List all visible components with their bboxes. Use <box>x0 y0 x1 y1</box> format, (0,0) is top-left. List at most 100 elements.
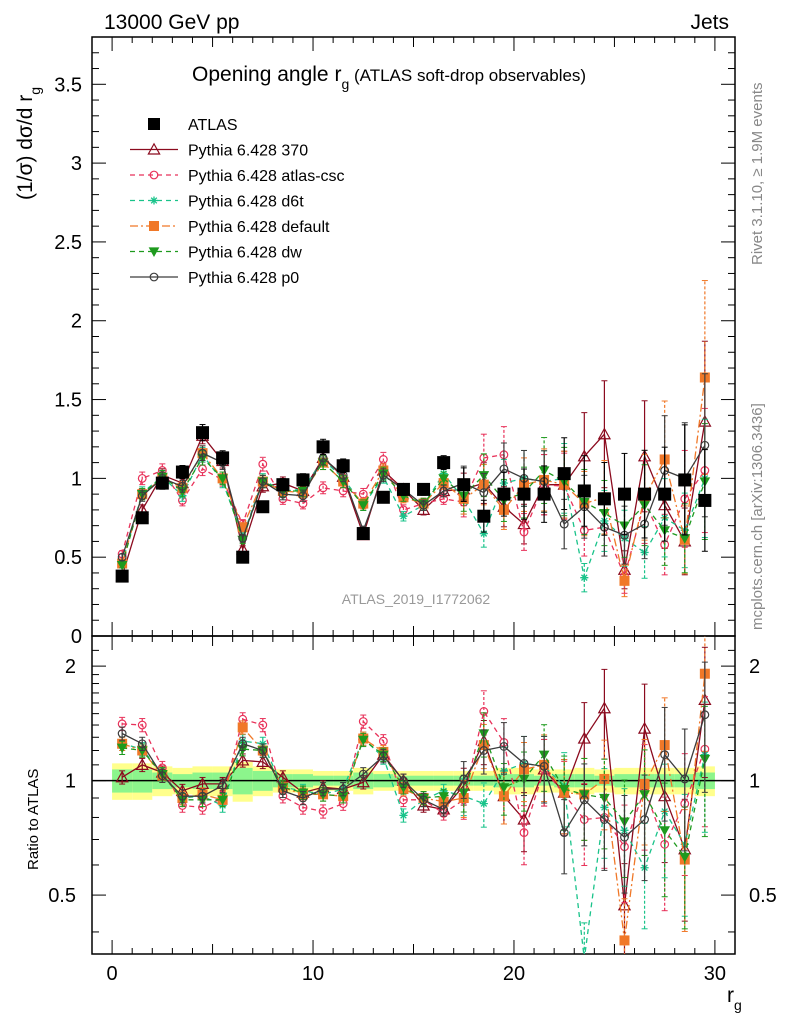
ratio-tick-label-left: 1 <box>65 771 76 793</box>
data-point <box>137 720 147 730</box>
data-point <box>437 456 451 470</box>
y-axis-label-top-sub: g <box>27 87 43 95</box>
plot-title-rest: (ATLAS soft-drop observables) <box>349 66 586 85</box>
y-tick-label: 3 <box>71 153 82 175</box>
data-point <box>396 482 410 496</box>
data-point <box>216 451 230 465</box>
x-tick-label: 10 <box>302 963 324 985</box>
data-point <box>217 795 228 806</box>
data-point <box>559 519 569 529</box>
data-point <box>115 770 129 783</box>
ratio-tick-label-right: 1 <box>749 771 760 793</box>
data-point <box>477 509 491 523</box>
data-point <box>237 722 248 733</box>
data-point <box>679 852 691 863</box>
data-point <box>580 955 588 963</box>
data-point <box>619 935 630 946</box>
ratio-series <box>115 636 712 963</box>
data-point <box>519 527 529 537</box>
data-point <box>258 459 268 469</box>
data-point <box>698 493 712 507</box>
data-point <box>157 771 167 781</box>
data-point <box>357 735 369 746</box>
data-point <box>577 484 591 498</box>
ratio-series-pythia-6-428-dw <box>116 705 711 930</box>
data-point <box>217 474 228 484</box>
data-point <box>659 826 671 836</box>
ratio-series-pythia-6-428-p0 <box>117 661 710 894</box>
legend-label: Pythia 6.428 370 <box>188 143 308 160</box>
data-point <box>238 533 248 543</box>
legend-label: Pythia 6.428 atlas-csc <box>188 168 345 185</box>
data-point <box>678 473 692 487</box>
data-point <box>658 487 672 501</box>
data-point <box>135 757 149 770</box>
data-point <box>680 774 690 784</box>
series-line <box>121 456 706 566</box>
x-axis-label-sub: g <box>734 997 742 1013</box>
data-point <box>116 743 128 754</box>
legend-marker <box>149 272 159 282</box>
top-series <box>115 280 712 598</box>
plot-title: Opening angle rg (ATLAS soft-drop observ… <box>192 63 586 92</box>
data-point <box>258 720 268 730</box>
legend-marker <box>148 118 160 130</box>
data-point <box>620 832 629 842</box>
data-point <box>378 751 388 761</box>
ratio-tick-label-right: 0.5 <box>749 885 777 907</box>
data-point <box>316 440 330 454</box>
data-point <box>399 776 408 786</box>
data-point <box>577 731 591 744</box>
data-point <box>457 478 471 492</box>
data-point <box>597 701 612 714</box>
mcplots-label: mcplots.cern.ch [arXiv:1306.3436] <box>749 403 766 630</box>
ratio-tick-label-left: 0.5 <box>48 885 76 907</box>
data-point <box>557 467 571 481</box>
data-point <box>238 739 248 749</box>
ratio-series-pythia-6-428-d6t <box>118 701 709 963</box>
data-point <box>519 758 529 768</box>
data-point <box>479 746 489 755</box>
x-tick-label: 20 <box>503 963 525 985</box>
data-point <box>439 804 449 814</box>
legend-marker <box>147 142 161 155</box>
data-point <box>479 488 489 497</box>
y-tick-label: 1 <box>71 468 82 490</box>
data-point <box>619 575 630 586</box>
x-axis-label-main: r <box>727 984 734 1007</box>
y-tick-label: 0 <box>71 626 82 648</box>
data-point <box>438 474 449 484</box>
data-point <box>399 512 408 521</box>
data-point <box>497 487 511 501</box>
ratio-tick-label-left: 2 <box>65 656 76 678</box>
series-pythia-6-428-370 <box>115 340 712 590</box>
data-point <box>438 792 449 802</box>
legend-label: Pythia 6.428 d6t <box>188 194 304 211</box>
y-axis-label-ratio: Ratio to ATLAS <box>25 769 42 870</box>
legend-marker <box>149 221 159 231</box>
header-right: Jets <box>690 11 729 34</box>
data-point <box>258 746 268 755</box>
data-point <box>700 440 710 450</box>
analysis-label: ATLAS_2019_I1772062 <box>342 591 491 607</box>
data-point <box>378 470 388 480</box>
data-point <box>637 721 652 734</box>
data-point <box>579 795 589 805</box>
legend-marker <box>149 170 159 180</box>
data-point <box>218 781 228 791</box>
x-tick-label: 30 <box>704 963 726 985</box>
data-point <box>580 573 589 582</box>
data-point <box>177 791 187 801</box>
data-point <box>276 478 290 492</box>
plot-title-sub: g <box>341 76 349 92</box>
data-point <box>117 552 127 562</box>
data-point <box>498 783 510 793</box>
data-point <box>539 761 549 771</box>
data-point <box>357 501 369 511</box>
data-point <box>135 511 149 525</box>
data-point <box>318 806 328 816</box>
series-line <box>122 731 706 859</box>
data-point <box>318 784 328 794</box>
series-line <box>121 453 706 579</box>
data-point <box>439 486 449 496</box>
